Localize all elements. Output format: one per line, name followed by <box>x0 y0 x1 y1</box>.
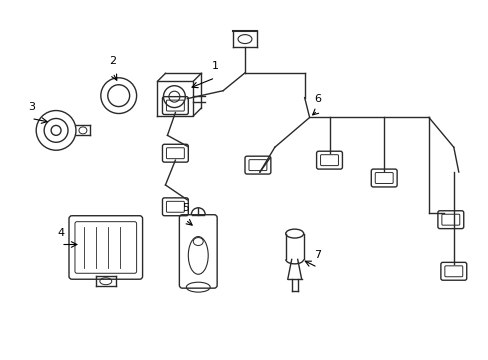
Text: 4: 4 <box>58 228 64 238</box>
Text: 2: 2 <box>109 56 116 66</box>
Text: 1: 1 <box>211 61 218 71</box>
Text: 6: 6 <box>313 94 321 104</box>
Text: 7: 7 <box>313 250 321 260</box>
Text: 5: 5 <box>182 203 188 213</box>
Text: 3: 3 <box>28 102 35 112</box>
